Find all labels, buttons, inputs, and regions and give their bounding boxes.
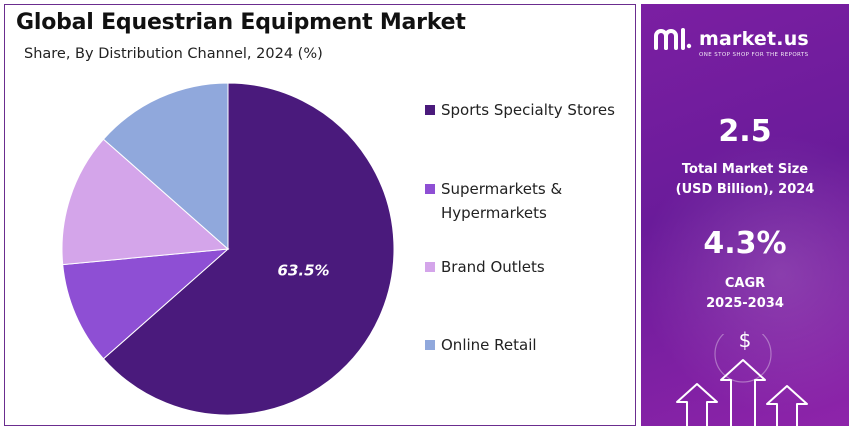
legend-swatch <box>425 262 435 272</box>
market-size-label-line2: (USD Billion), 2024 <box>675 182 815 197</box>
cagr-label-line2: 2025-2034 <box>706 296 784 311</box>
summary-panel: market.us ONE STOP SHOP FOR THE REPORTS … <box>641 4 849 426</box>
pie-slice-online-retail <box>102 82 229 251</box>
pie-slice-brand-outlets <box>61 138 230 266</box>
legend-label-line2: Hypermarkets <box>441 204 547 222</box>
cagr-value: 4.3% <box>703 226 787 261</box>
legend-label: Brand Outlets <box>441 258 545 276</box>
market-us-logo-icon <box>654 28 692 50</box>
dollar-icon: $ <box>738 328 752 352</box>
brand-name: market.us <box>699 28 809 50</box>
market-size-label-line1: Total Market Size <box>681 162 809 177</box>
pie-slice-supermarkets-hypermarkets <box>62 248 230 360</box>
legend-item-supermarkets-hypermarkets: Supermarkets & Hypermarkets <box>425 177 626 225</box>
chart-title: Global Equestrian Equipment Market <box>16 10 466 35</box>
market-size-value: 2.5 <box>718 114 772 149</box>
pie-chart: 63.5% <box>61 82 395 416</box>
legend-label: Sports Specialty Stores <box>441 101 615 119</box>
legend-label: Online Retail <box>441 336 537 354</box>
legend-item-brand-outlets: Brand Outlets <box>425 255 626 279</box>
cagr-label-line1: CAGR <box>724 276 766 291</box>
legend-item-online-retail: Online Retail <box>425 333 626 357</box>
chart-subtitle: Share, By Distribution Channel, 2024 (%) <box>24 46 323 62</box>
legend-swatch <box>425 184 435 194</box>
legend-swatch <box>425 105 435 115</box>
brand-logo-block[interactable]: market.us <box>653 26 809 52</box>
brand-tagline: ONE STOP SHOP FOR THE REPORTS <box>699 52 809 58</box>
pie-data-label: 63.5% <box>278 262 330 280</box>
legend-item-sports-specialty-stores: Sports Specialty Stores <box>425 98 626 122</box>
legend-label: Supermarkets & <box>441 180 563 198</box>
growth-arrows-icon <box>676 334 808 426</box>
pie-slice-sports-specialty-stores <box>102 82 395 416</box>
legend-swatch <box>425 340 435 350</box>
